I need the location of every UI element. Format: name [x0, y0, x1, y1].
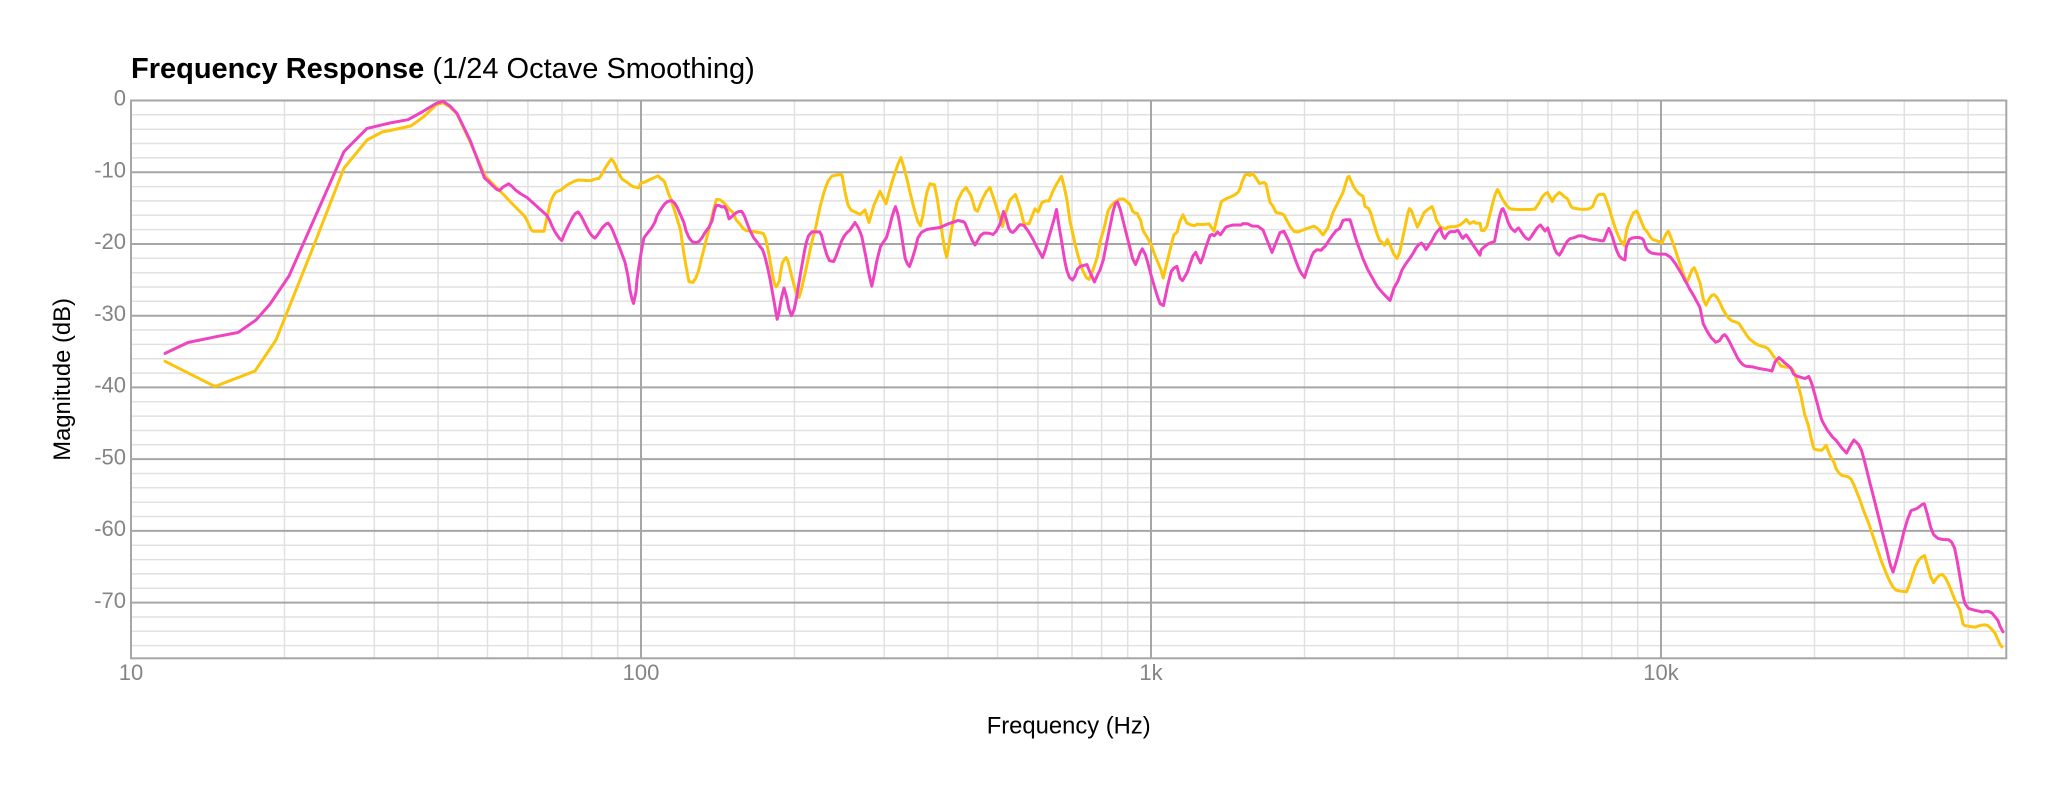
- svg-text:10: 10: [119, 660, 143, 685]
- svg-text:0: 0: [114, 86, 126, 111]
- svg-text:-20: -20: [94, 229, 126, 254]
- svg-text:-30: -30: [94, 301, 126, 326]
- svg-text:-60: -60: [94, 516, 126, 541]
- svg-text:Magnitude (dB): Magnitude (dB): [49, 298, 76, 461]
- svg-text:10k: 10k: [1643, 660, 1679, 685]
- svg-text:1k: 1k: [1139, 660, 1163, 685]
- svg-text:Frequency Response (1/24 Octav: Frequency Response (1/24 Octave Smoothin…: [131, 53, 755, 85]
- svg-text:-70: -70: [94, 588, 126, 613]
- svg-text:100: 100: [623, 660, 660, 685]
- svg-text:-40: -40: [94, 373, 126, 398]
- svg-text:-10: -10: [94, 157, 126, 182]
- svg-text:Frequency (Hz): Frequency (Hz): [987, 713, 1151, 740]
- svg-text:-50: -50: [94, 444, 126, 469]
